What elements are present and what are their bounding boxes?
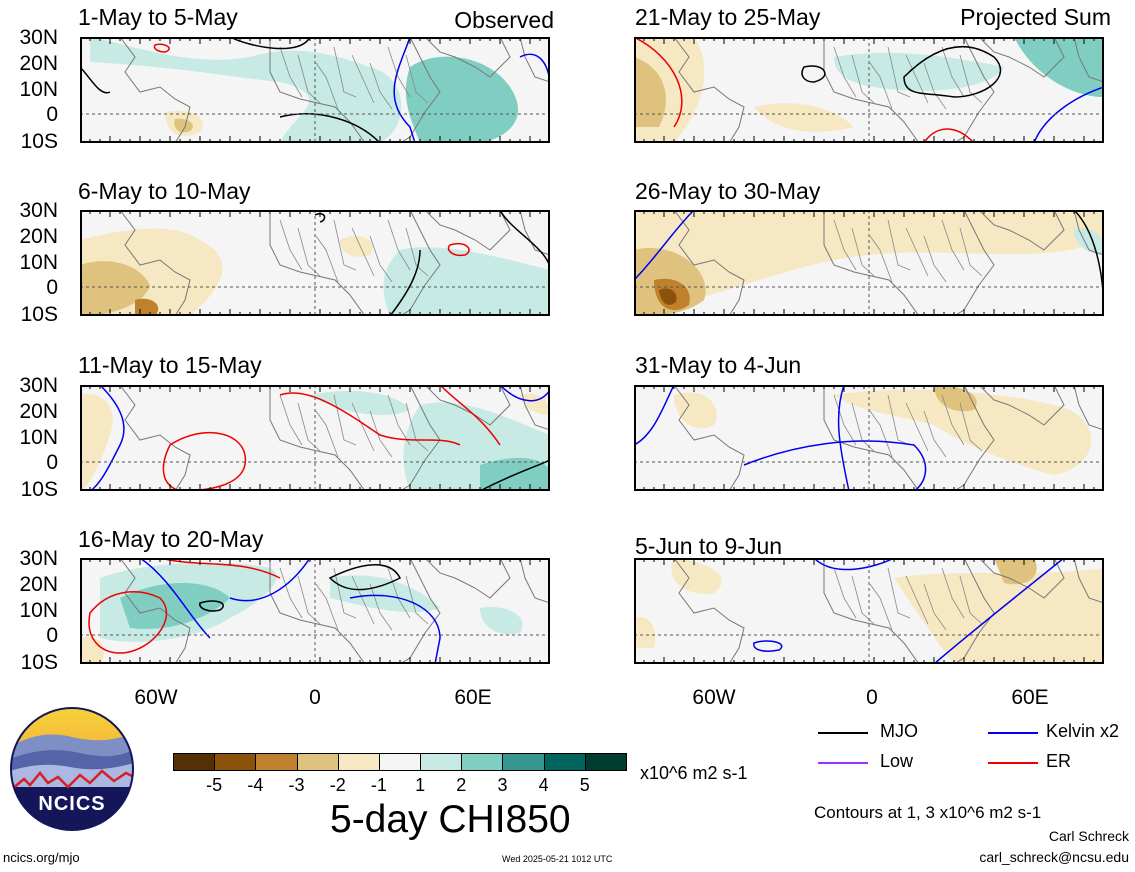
footer-author: Carl Schreck: [1048, 828, 1129, 844]
panel-title: 6-May to 10-May: [78, 178, 251, 204]
lon-label: 60W: [692, 686, 736, 709]
panel-corner-label: Observed: [454, 7, 554, 33]
contour-note: Contours at 1, 3 x10^6 m2 s-1: [814, 803, 1042, 822]
panel-title: 5-Jun to 9-Jun: [635, 533, 783, 559]
map-panel-5: [634, 37, 1104, 143]
colorbar-title: 5-day CHI850: [330, 798, 571, 841]
lat-label: 10S: [20, 651, 58, 674]
map-panel-8: [634, 558, 1104, 664]
footer-email[interactable]: carl_schreck@ncsu.edu: [979, 849, 1129, 865]
colorbar-units: x10^6 m2 s-1: [640, 763, 748, 783]
legend-swatch-low: [818, 762, 868, 764]
colorbar-swatch: [337, 753, 380, 771]
colorbar-swatch: [502, 753, 545, 771]
lat-label: 10N: [19, 78, 58, 101]
lon-label: 60E: [1011, 686, 1049, 709]
map-panel-1: [80, 37, 550, 143]
footer-url[interactable]: ncics.org/mjo: [3, 850, 80, 865]
colorbar-swatch: [214, 753, 257, 771]
legend-label: MJO: [880, 721, 918, 741]
lat-label: 0: [46, 624, 58, 647]
lat-label: 0: [46, 451, 58, 474]
colorbar-tick: -3: [288, 775, 305, 795]
panel-title: 21-May to 25-May: [635, 4, 821, 30]
lat-label: 10S: [20, 478, 58, 501]
lat-label: 10N: [19, 251, 58, 274]
legend-label: Kelvin x2: [1046, 721, 1120, 741]
lat-label: 30N: [19, 547, 58, 570]
lat-label: 30N: [19, 26, 58, 49]
logo-text: NCICS: [38, 793, 106, 815]
legend-label: Low: [880, 751, 914, 771]
lat-label: 10N: [19, 599, 58, 622]
colorbar-tick: 5: [579, 775, 590, 795]
colorbar-swatch: [461, 753, 504, 771]
panel-title: 1-May to 5-May: [78, 4, 238, 30]
colorbar-swatch: [378, 753, 422, 771]
legend-swatch-mjo: [818, 732, 868, 734]
legend-swatch-er: [988, 762, 1038, 764]
lon-label: 0: [309, 686, 321, 709]
map-panel-7: [634, 385, 1104, 491]
lat-label: 10S: [20, 303, 58, 326]
colorbar-tick: 1: [415, 775, 426, 795]
map-panel-4: [80, 558, 550, 664]
lat-label: 30N: [19, 199, 58, 222]
legend-swatch-kelvin: [988, 732, 1038, 734]
lon-label: 60E: [454, 686, 492, 709]
lat-label: 0: [46, 276, 58, 299]
legend-label: ER: [1046, 751, 1072, 771]
colorbar: [173, 753, 627, 771]
lat-label: 0: [46, 103, 58, 126]
lon-label: 0: [866, 686, 878, 709]
colorbar-swatch: [173, 753, 216, 771]
colorbar-tick: -2: [329, 775, 346, 795]
lat-label: 20N: [19, 52, 58, 75]
colorbar-tick: 2: [456, 775, 467, 795]
lat-label: 10N: [19, 426, 58, 449]
colorbar-swatch: [255, 753, 298, 771]
lat-label: 20N: [19, 225, 58, 248]
ncics-logo: NCICS: [10, 707, 134, 831]
map-panel-6: [634, 210, 1104, 316]
lon-label: 60W: [134, 686, 178, 709]
lat-label: 20N: [19, 573, 58, 596]
footer-timestamp: Wed 2025-05-21 1012 UTC: [502, 854, 613, 864]
colorbar-swatch: [296, 753, 339, 771]
map-panel-2: [80, 210, 550, 316]
colorbar-tick: -5: [206, 775, 223, 795]
colorbar-tick: -1: [370, 775, 387, 795]
colorbar-tick: 3: [497, 775, 508, 795]
panel-title: 31-May to 4-Jun: [635, 352, 802, 378]
map-panel-3: [80, 385, 550, 491]
lat-label: 30N: [19, 374, 58, 397]
panel-title: 26-May to 30-May: [635, 178, 821, 204]
colorbar-swatch: [584, 753, 627, 771]
lat-label: 10S: [20, 130, 58, 153]
colorbar-swatch: [543, 753, 586, 771]
colorbar-tick: 4: [538, 775, 549, 795]
panel-title: 16-May to 20-May: [78, 526, 264, 552]
lat-label: 20N: [19, 400, 58, 423]
colorbar-swatch: [420, 753, 463, 771]
panel-corner-label: Projected Sum: [960, 4, 1111, 30]
panel-title: 11-May to 15-May: [78, 352, 262, 378]
colorbar-tick: -4: [247, 775, 264, 795]
